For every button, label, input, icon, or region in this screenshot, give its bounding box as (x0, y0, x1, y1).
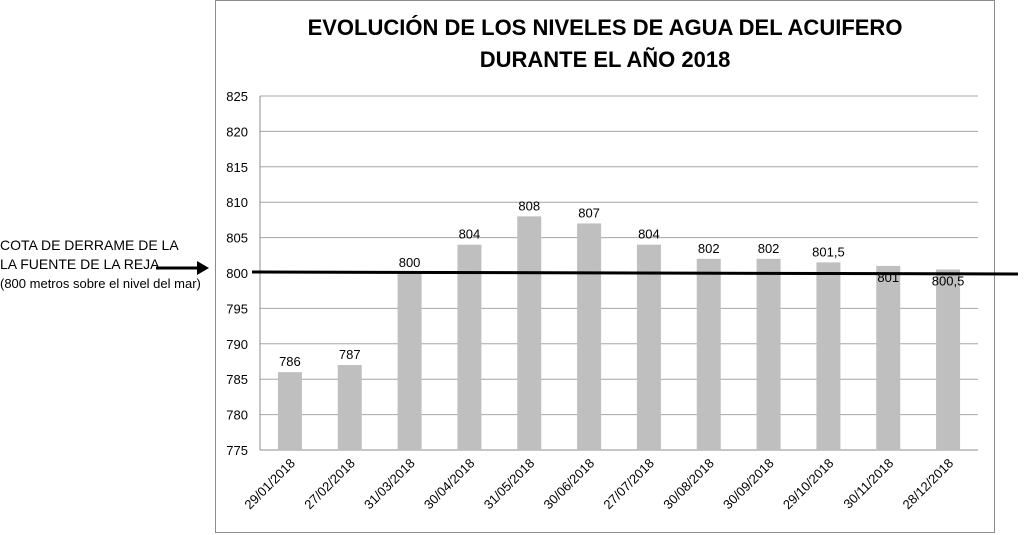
x-tick-label: 29/10/2018 (780, 456, 837, 513)
x-tick-label: 31/05/2018 (481, 456, 538, 513)
bar (457, 244, 482, 450)
annotation-line-1: COTA DE DERRAME DE LA (0, 237, 179, 253)
data-label: 786 (279, 354, 301, 369)
data-label: 807 (578, 205, 600, 220)
x-tick-label: 28/12/2018 (900, 456, 957, 513)
y-tick-label: 805 (226, 231, 248, 246)
bar (337, 365, 362, 450)
x-tick-label: 31/03/2018 (361, 456, 418, 513)
x-tick-label: 30/08/2018 (660, 456, 717, 513)
x-tick-label: 27/07/2018 (600, 456, 657, 513)
data-label: 804 (459, 227, 481, 242)
y-tick-label: 795 (226, 301, 248, 316)
chart-frame (215, 0, 995, 533)
bar (696, 258, 721, 450)
y-tick-label: 820 (226, 124, 248, 139)
data-label: 800,5 (932, 273, 965, 288)
data-label: 801,5 (812, 244, 845, 259)
chart-title: EVOLUCIÓN DE LOS NIVELES DE AGUA DEL ACU… (215, 12, 995, 76)
data-label: 787 (339, 347, 361, 362)
bar (517, 216, 542, 450)
annotation-line-2: LA FUENTE DE LA REJA (0, 256, 160, 272)
y-tick-label: 825 (226, 89, 248, 104)
chart-title-line-2: DURANTE EL AÑO 2018 (479, 47, 731, 72)
bar (636, 244, 661, 450)
x-tick-label: 30/09/2018 (720, 456, 777, 513)
derrame-annotation: COTA DE DERRAME DE LA LA FUENTE DE LA RE… (0, 236, 201, 293)
data-label: 802 (698, 241, 720, 256)
chart-title-line-1: EVOLUCIÓN DE LOS NIVELES DE AGUA DEL ACU… (307, 15, 903, 40)
y-tick-label: 815 (226, 160, 248, 175)
y-tick-label: 800 (226, 266, 248, 281)
bar (876, 265, 901, 450)
bar (816, 262, 841, 450)
y-tick-label: 785 (226, 372, 248, 387)
bar (577, 223, 602, 450)
y-tick-label: 780 (226, 408, 248, 423)
x-tick-label: 30/04/2018 (421, 456, 478, 513)
data-label: 802 (758, 241, 780, 256)
y-tick-label: 810 (226, 195, 248, 210)
x-tick-label: 30/11/2018 (840, 456, 896, 512)
bar (756, 258, 781, 450)
x-tick-label: 30/06/2018 (541, 456, 598, 513)
annotation-line-3: (800 metros sobre el nivel del mar) (0, 276, 201, 291)
bar (277, 372, 302, 450)
data-label: 804 (638, 227, 660, 242)
x-tick-label: 27/02/2018 (301, 456, 358, 513)
reference-line (251, 270, 1019, 276)
x-tick-label: 29/01/2018 (241, 456, 298, 513)
y-tick-label: 775 (226, 443, 248, 458)
bar (397, 273, 422, 450)
data-label: 808 (518, 198, 540, 213)
bar (936, 269, 961, 450)
y-tick-label: 790 (226, 337, 248, 352)
arrow-head-icon (197, 261, 209, 275)
data-label: 800 (399, 255, 421, 270)
